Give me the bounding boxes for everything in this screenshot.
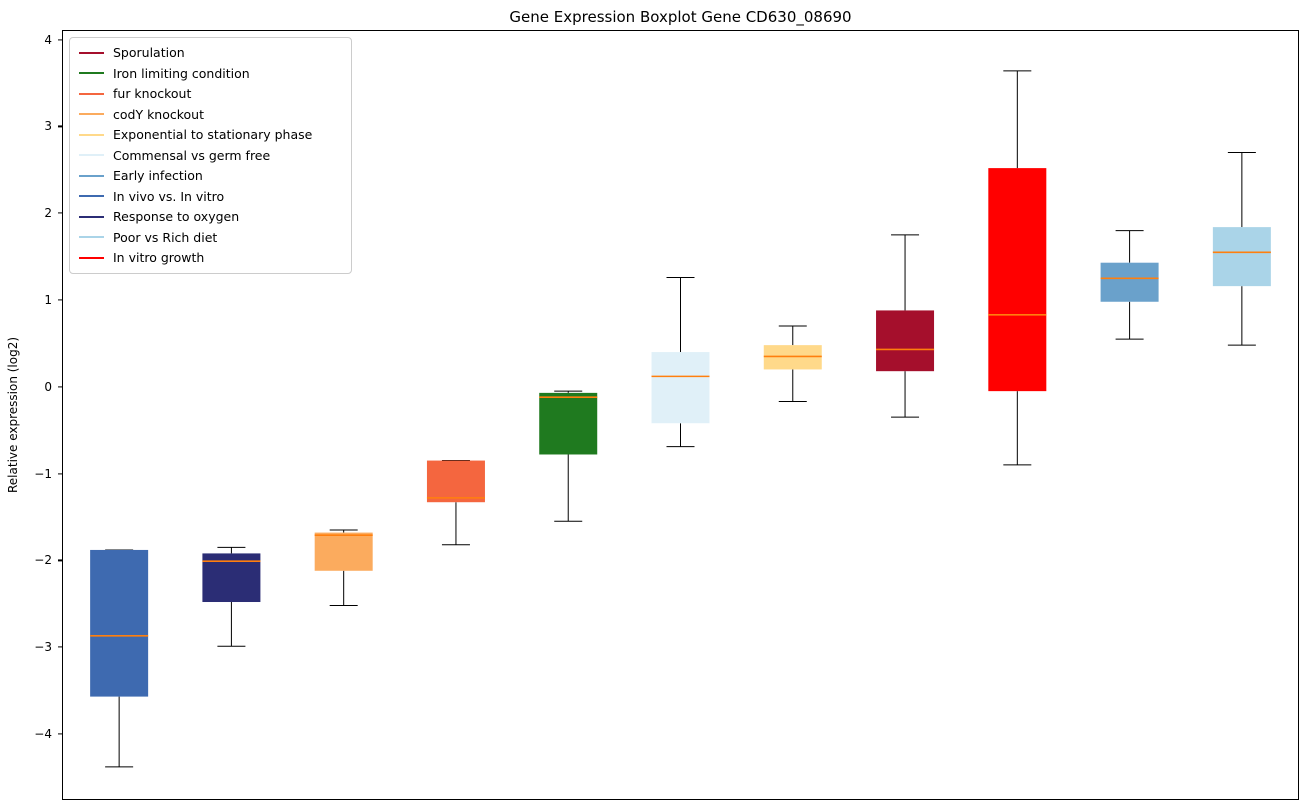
y-tick-label: 2 — [44, 206, 52, 221]
legend-label: Early infection — [113, 168, 203, 183]
y-tick-mark — [58, 386, 62, 388]
boxplot-in-vitro-growth — [988, 70, 1047, 466]
boxplot-fur-knockout — [426, 460, 485, 546]
legend-swatch — [79, 154, 104, 156]
boxplot-commensal-vs-germ-free — [651, 276, 710, 448]
y-tick-label: −2 — [34, 553, 52, 568]
box — [539, 392, 598, 455]
y-tick-label: 4 — [44, 32, 52, 47]
chart-title: Gene Expression Boxplot Gene CD630_08690 — [509, 8, 852, 26]
legend-label: Iron limiting condition — [113, 65, 250, 81]
legend-swatch — [79, 133, 104, 136]
boxplot-exponential-to-stationary-phase — [763, 325, 822, 403]
plot-area: Sporulation Iron limiting condition fur kn… — [62, 30, 1299, 800]
y-tick-mark — [58, 125, 62, 128]
legend-item: Poor vs Rich diet — [79, 230, 341, 245]
legend-swatch — [79, 113, 104, 115]
boxplot-poor-vs-rich-diet — [1212, 151, 1271, 346]
legend-item: Commensal vs germ free — [79, 148, 341, 163]
legend-item: fur knockout — [79, 86, 341, 101]
box — [1212, 227, 1271, 287]
boxplot-response-to-oxygen — [202, 546, 261, 647]
legend-swatch — [79, 92, 104, 95]
box — [876, 310, 935, 372]
legend-swatch — [79, 72, 104, 74]
legend-item: Iron limiting condition — [79, 66, 341, 81]
box — [426, 460, 485, 503]
y-tick-label: 3 — [44, 119, 52, 134]
legend-label: Commensal vs germ free — [113, 147, 271, 163]
boxplot-canvas — [90, 70, 1271, 768]
legend-item: In vivo vs. In vitro — [79, 189, 341, 204]
legend: Sporulation Iron limiting condition fur kn… — [69, 37, 352, 274]
boxplot-in-vivo-vs-in-vitro — [90, 549, 149, 768]
boxplot-early-infection — [1100, 230, 1159, 340]
box — [988, 168, 1047, 392]
y-tick-mark — [58, 559, 62, 561]
legend-item: Sporulation — [79, 45, 341, 60]
legend-item: In vitro growth — [79, 250, 341, 265]
legend-label: codY knockout — [113, 106, 205, 122]
y-tick-mark — [58, 299, 62, 301]
legend-label: Response to oxygen — [113, 209, 240, 224]
y-tick-label: −4 — [34, 726, 52, 741]
y-tick-label: −3 — [34, 640, 52, 655]
box — [1100, 262, 1159, 302]
y-tick-label: 1 — [44, 293, 52, 308]
y-tick-mark — [58, 646, 62, 648]
legend-swatch — [79, 236, 104, 238]
legend-label: In vitro growth — [113, 250, 205, 265]
legend-label: fur knockout — [113, 86, 192, 101]
legend-item: Early infection — [79, 168, 341, 183]
y-tick-mark — [58, 733, 62, 735]
legend-label: Sporulation — [113, 45, 185, 60]
boxplot-iron-limiting-condition — [539, 390, 598, 522]
y-tick-mark — [58, 472, 62, 475]
legend-label: Exponential to stationary phase — [113, 127, 313, 142]
legend-swatch — [79, 195, 104, 197]
legend-swatch — [79, 51, 104, 54]
box — [651, 352, 710, 424]
box — [314, 532, 373, 571]
y-tick-label: −1 — [34, 466, 52, 481]
y-tick-mark — [58, 39, 62, 41]
legend-swatch — [79, 215, 104, 218]
legend-label: In vivo vs. In vitro — [113, 188, 225, 204]
legend-swatch — [79, 174, 104, 177]
legend-item: Response to oxygen — [79, 209, 341, 224]
boxplot-sporulation — [876, 234, 935, 418]
legend-item: codY knockout — [79, 107, 341, 122]
y-tick-label: 0 — [44, 379, 52, 394]
legend-label: Poor vs Rich diet — [113, 229, 218, 245]
box — [90, 549, 149, 697]
y-axis-label: Relative expression (log2) — [6, 336, 20, 494]
boxplot-cody-knockout — [314, 529, 373, 606]
legend-item: Exponential to stationary phase — [79, 127, 341, 142]
box — [763, 345, 822, 370]
legend-swatch — [79, 256, 104, 259]
y-tick-mark — [58, 212, 62, 214]
